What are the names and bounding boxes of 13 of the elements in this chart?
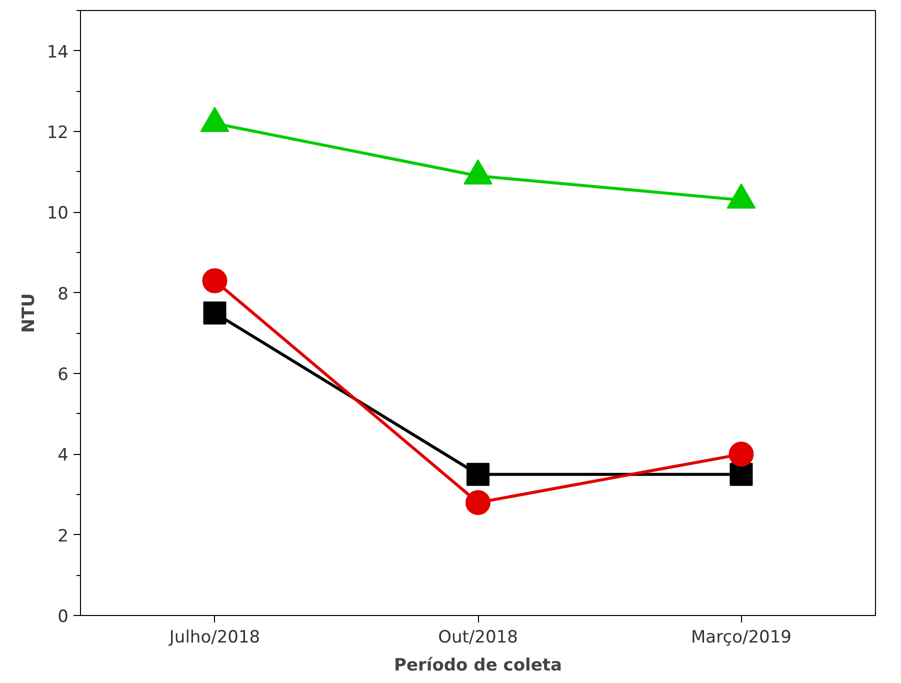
x-axis-title: Período de coleta xyxy=(394,656,562,676)
y-tick-label: 4 xyxy=(58,446,69,466)
x-tick-label: Out/2018 xyxy=(438,628,518,648)
x-tick-label: Março/2019 xyxy=(691,628,792,648)
y-axis-title: NTU xyxy=(18,293,39,333)
y-tick-label: 10 xyxy=(46,204,69,224)
y-tick-label: 0 xyxy=(58,607,69,627)
y-tick-label: 2 xyxy=(58,526,69,546)
y-tick-label: 14 xyxy=(46,42,69,62)
y-tick-label: 6 xyxy=(58,365,69,385)
y-tick-label: 8 xyxy=(58,284,69,304)
y-tick-label: 12 xyxy=(46,123,69,143)
x-tick-label: Julho/2018 xyxy=(168,628,260,648)
